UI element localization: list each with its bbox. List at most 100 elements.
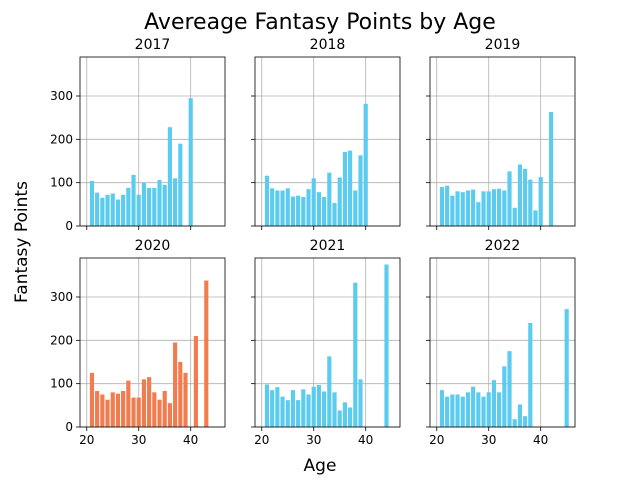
bar xyxy=(306,189,311,226)
bar xyxy=(358,379,363,427)
bar xyxy=(183,372,188,427)
bar xyxy=(162,391,167,427)
bar xyxy=(455,191,460,226)
bar xyxy=(491,189,497,226)
bar xyxy=(115,199,121,226)
bar xyxy=(517,404,522,427)
bar xyxy=(460,192,465,226)
bar xyxy=(316,192,322,226)
subplot-title: 2021 xyxy=(310,238,346,254)
bar xyxy=(167,403,172,427)
bar xyxy=(337,177,342,226)
bar xyxy=(147,187,152,226)
bar xyxy=(141,182,147,226)
bar xyxy=(167,127,172,226)
bar xyxy=(280,190,285,226)
subplot-2019: 2019 xyxy=(426,37,576,230)
bar xyxy=(100,394,105,427)
bar xyxy=(290,196,296,226)
bar xyxy=(290,390,296,427)
bar xyxy=(445,396,450,427)
bar xyxy=(157,399,162,427)
bar xyxy=(316,384,322,427)
bar xyxy=(121,194,126,226)
bar xyxy=(358,155,363,226)
subplot-2020: 2020 0 100 200 300 20 30 40 xyxy=(50,238,226,447)
bar xyxy=(533,210,538,226)
axes-frame xyxy=(79,257,226,428)
y-tick-label: 100 xyxy=(50,176,73,190)
bar xyxy=(188,98,193,226)
y-tick-label: 200 xyxy=(50,333,73,347)
bar xyxy=(439,187,445,226)
bar xyxy=(141,379,147,427)
bar xyxy=(348,150,353,226)
y-tick-label: 200 xyxy=(50,132,73,146)
bar xyxy=(270,188,275,226)
axes-frame xyxy=(254,257,401,428)
axes-frame xyxy=(254,56,401,227)
bar xyxy=(332,203,337,226)
bar xyxy=(131,397,136,427)
bar xyxy=(476,392,481,427)
bar xyxy=(193,336,198,427)
bar xyxy=(152,187,157,226)
bar xyxy=(353,190,358,226)
bar xyxy=(512,419,517,427)
bar xyxy=(460,396,465,427)
bar xyxy=(502,190,507,226)
bar xyxy=(327,172,332,226)
bar xyxy=(332,392,337,427)
bar xyxy=(152,392,157,427)
bar xyxy=(348,407,353,427)
bar xyxy=(337,410,342,427)
x-tick-label: 20 xyxy=(429,433,444,447)
bar xyxy=(280,396,285,427)
bar xyxy=(115,393,121,427)
y-tick-label: 300 xyxy=(50,290,73,304)
bar xyxy=(126,187,131,226)
figure-title: Avereage Fantasy Points by Age xyxy=(144,10,496,35)
bar xyxy=(486,392,491,427)
y-tick-label: 100 xyxy=(50,377,73,391)
y-tick-label: 0 xyxy=(65,420,73,434)
bar xyxy=(275,387,280,427)
bar xyxy=(264,175,270,226)
bar xyxy=(173,342,178,427)
axes-frame xyxy=(429,56,576,227)
subplot-2021: 2021 20 30 40 xyxy=(251,238,401,447)
bar xyxy=(306,394,311,427)
bar xyxy=(523,416,528,427)
bar xyxy=(162,184,167,226)
bar xyxy=(384,264,389,427)
bar xyxy=(517,164,522,226)
bar xyxy=(110,392,115,427)
subplot-2022: 2022 20 30 40 xyxy=(426,238,576,447)
x-tick-label: 20 xyxy=(79,433,94,447)
bar xyxy=(450,195,455,226)
axes-frame xyxy=(429,257,576,428)
bar xyxy=(178,362,183,427)
x-tick-label: 30 xyxy=(306,433,321,447)
bar xyxy=(481,191,486,226)
bar xyxy=(450,394,455,427)
x-tick-label: 30 xyxy=(481,433,496,447)
bar xyxy=(528,179,533,226)
x-tick-label: 40 xyxy=(533,433,548,447)
bar xyxy=(564,309,569,427)
bar xyxy=(301,389,306,427)
bar xyxy=(507,171,512,226)
x-tick-label: 40 xyxy=(358,433,373,447)
bar xyxy=(147,377,152,427)
bar xyxy=(110,193,115,226)
bar xyxy=(105,194,110,226)
bar xyxy=(497,188,502,226)
bar xyxy=(204,280,209,427)
bar xyxy=(342,402,347,427)
bar xyxy=(126,380,131,427)
bar xyxy=(131,174,136,226)
bar xyxy=(311,386,316,427)
bar xyxy=(512,207,517,226)
